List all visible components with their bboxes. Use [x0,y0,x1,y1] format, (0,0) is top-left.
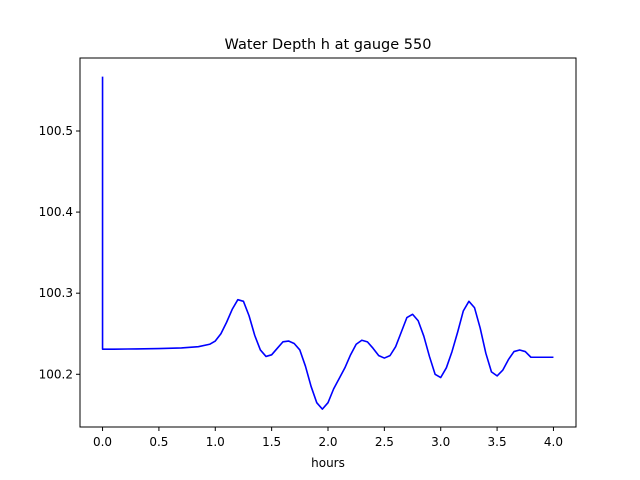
x-tick-label: 4.0 [544,435,563,449]
x-tick-label: 3.5 [488,435,507,449]
x-tick-label: 1.5 [262,435,281,449]
y-tick-label: 100.3 [39,286,73,300]
y-tick-label: 100.4 [39,205,73,219]
x-tick-label: 2.5 [375,435,394,449]
x-tick-label: 0.0 [93,435,112,449]
series-layer [101,76,554,410]
chart-title: Water Depth h at gauge 550 [225,37,432,53]
x-axis: 0.0 0.5 1.0 1.5 2.0 2.5 3.0 3.5 4.0 [93,427,563,449]
y-axis: 100.2 100.3 100.4 100.5 [39,124,80,381]
series-line [101,76,554,410]
x-tick-label: 3.0 [431,435,450,449]
x-tick-label: 0.5 [149,435,168,449]
x-tick-label: 2.0 [318,435,337,449]
y-tick-label: 100.2 [39,367,73,381]
x-tick-label: 1.0 [206,435,225,449]
y-tick-label: 100.5 [39,124,73,138]
plot-area: 0.0 0.5 1.0 1.5 2.0 2.5 3.0 3.5 4.0 100.2100.310… [39,57,577,449]
x-axis-label: hours [311,456,345,470]
